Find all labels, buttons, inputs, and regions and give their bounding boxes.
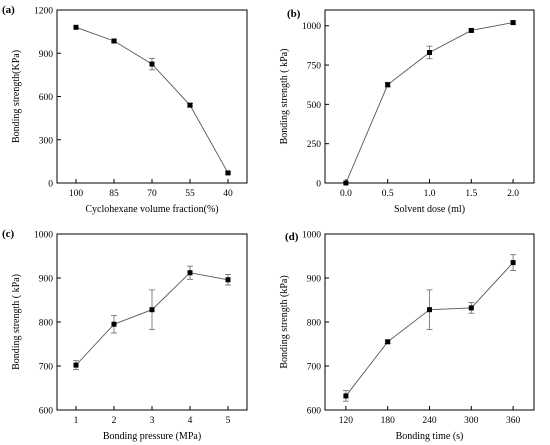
y-axis-label: Bonding strength ( kPa) [11, 274, 22, 370]
data-point [427, 307, 432, 313]
panel-label: (d) [285, 231, 299, 243]
y-tick-label: 1200 [34, 7, 53, 17]
data-point [73, 362, 79, 368]
panel-label: (c) [2, 228, 15, 240]
y-tick-label: 0 [316, 180, 321, 190]
y-tick-label: 750 [307, 62, 322, 72]
y-tick-label: 250 [307, 140, 322, 150]
chart-panel-1: 0.0 0.5 1.0 1.5 2.0 0 250 500 750 1000 Solvent dos… [279, 8, 535, 215]
data-point [468, 27, 474, 33]
y-axis-label: Bonding strength ( kPa) [279, 49, 290, 145]
x-tick-label: 1.5 [465, 189, 477, 199]
y-tick-label: 900 [307, 275, 322, 285]
x-tick-label: 2.0 [507, 189, 519, 199]
panel-label: (a) [2, 4, 15, 16]
x-tick-label: 0.5 [382, 189, 394, 199]
x-axis-label: Solvent dose (ml) [394, 204, 465, 215]
data-point [510, 260, 516, 266]
y-axis-label: Bonding strength(KPa) [11, 50, 22, 143]
chart-panel-3: 120 180 240 300 360 600 700 800 900 1000 Bonding t… [279, 231, 535, 442]
x-tick-label: 5 [226, 416, 231, 426]
x-tick-label: 85 [109, 189, 119, 199]
chart-panel-2: 1 2 3 4 5 600 700 800 900 1000 Bonding pressure (M… [2, 228, 248, 442]
x-tick-label: 300 [464, 416, 479, 426]
data-point [343, 180, 349, 186]
y-tick-label: 700 [39, 363, 54, 373]
data-point [343, 393, 349, 399]
y-tick-label: 1000 [34, 231, 53, 241]
data-point [149, 307, 155, 313]
x-tick-label: 1.0 [424, 189, 436, 199]
y-tick-label: 300 [39, 136, 54, 146]
data-point [510, 20, 516, 26]
y-tick-label: 800 [39, 319, 54, 329]
x-tick-label: 4 [188, 416, 193, 426]
x-tick-label: 70 [147, 189, 157, 199]
plot-frame [324, 9, 535, 184]
data-point [111, 321, 117, 327]
y-tick-label: 900 [39, 275, 54, 285]
data-point [468, 305, 474, 311]
x-tick-label: 40 [223, 189, 233, 199]
y-tick-label: 1000 [302, 231, 321, 241]
data-point [385, 82, 391, 88]
series-line [75, 26, 229, 174]
panel-label: (b) [287, 8, 301, 20]
y-tick-label: 800 [307, 319, 322, 329]
data-point [225, 277, 231, 283]
x-tick-label: 100 [69, 189, 84, 199]
x-tick-label: 1 [74, 416, 79, 426]
data-point [427, 49, 432, 55]
y-tick-label: 600 [39, 93, 54, 103]
x-tick-label: 3 [150, 416, 155, 426]
data-point [187, 270, 193, 276]
x-tick-label: 360 [506, 416, 521, 426]
y-tick-label: 1000 [302, 22, 321, 32]
chart-panel-0: 100 85 70 55 40 0 300 600 900 1200 Cyclohexane vol… [2, 4, 248, 215]
data-point [111, 38, 117, 44]
y-tick-label: 900 [39, 50, 54, 60]
data-point [385, 339, 391, 345]
x-tick-label: 55 [185, 189, 195, 199]
y-tick-label: 500 [307, 101, 322, 111]
x-tick-label: 240 [422, 416, 437, 426]
data-point [73, 24, 79, 30]
x-tick-label: 0.0 [340, 189, 352, 199]
x-axis-label: Bonding pressure (MPa) [103, 431, 201, 442]
x-tick-label: 120 [339, 416, 354, 426]
y-axis-label: Bonding strength (kPa) [279, 275, 290, 368]
y-tick-label: 600 [307, 407, 322, 417]
x-axis-label: Bonding time (s) [396, 431, 464, 442]
y-tick-label: 700 [307, 363, 322, 373]
y-tick-label: 600 [39, 407, 54, 417]
plot-frame [56, 9, 248, 184]
x-axis-label: Cyclohexane volume fraction(%) [85, 204, 218, 215]
x-tick-label: 2 [112, 416, 117, 426]
x-tick-label: 180 [381, 416, 396, 426]
data-point [187, 102, 193, 108]
y-tick-label: 0 [48, 180, 53, 190]
data-point [149, 61, 155, 67]
data-point [225, 170, 231, 176]
